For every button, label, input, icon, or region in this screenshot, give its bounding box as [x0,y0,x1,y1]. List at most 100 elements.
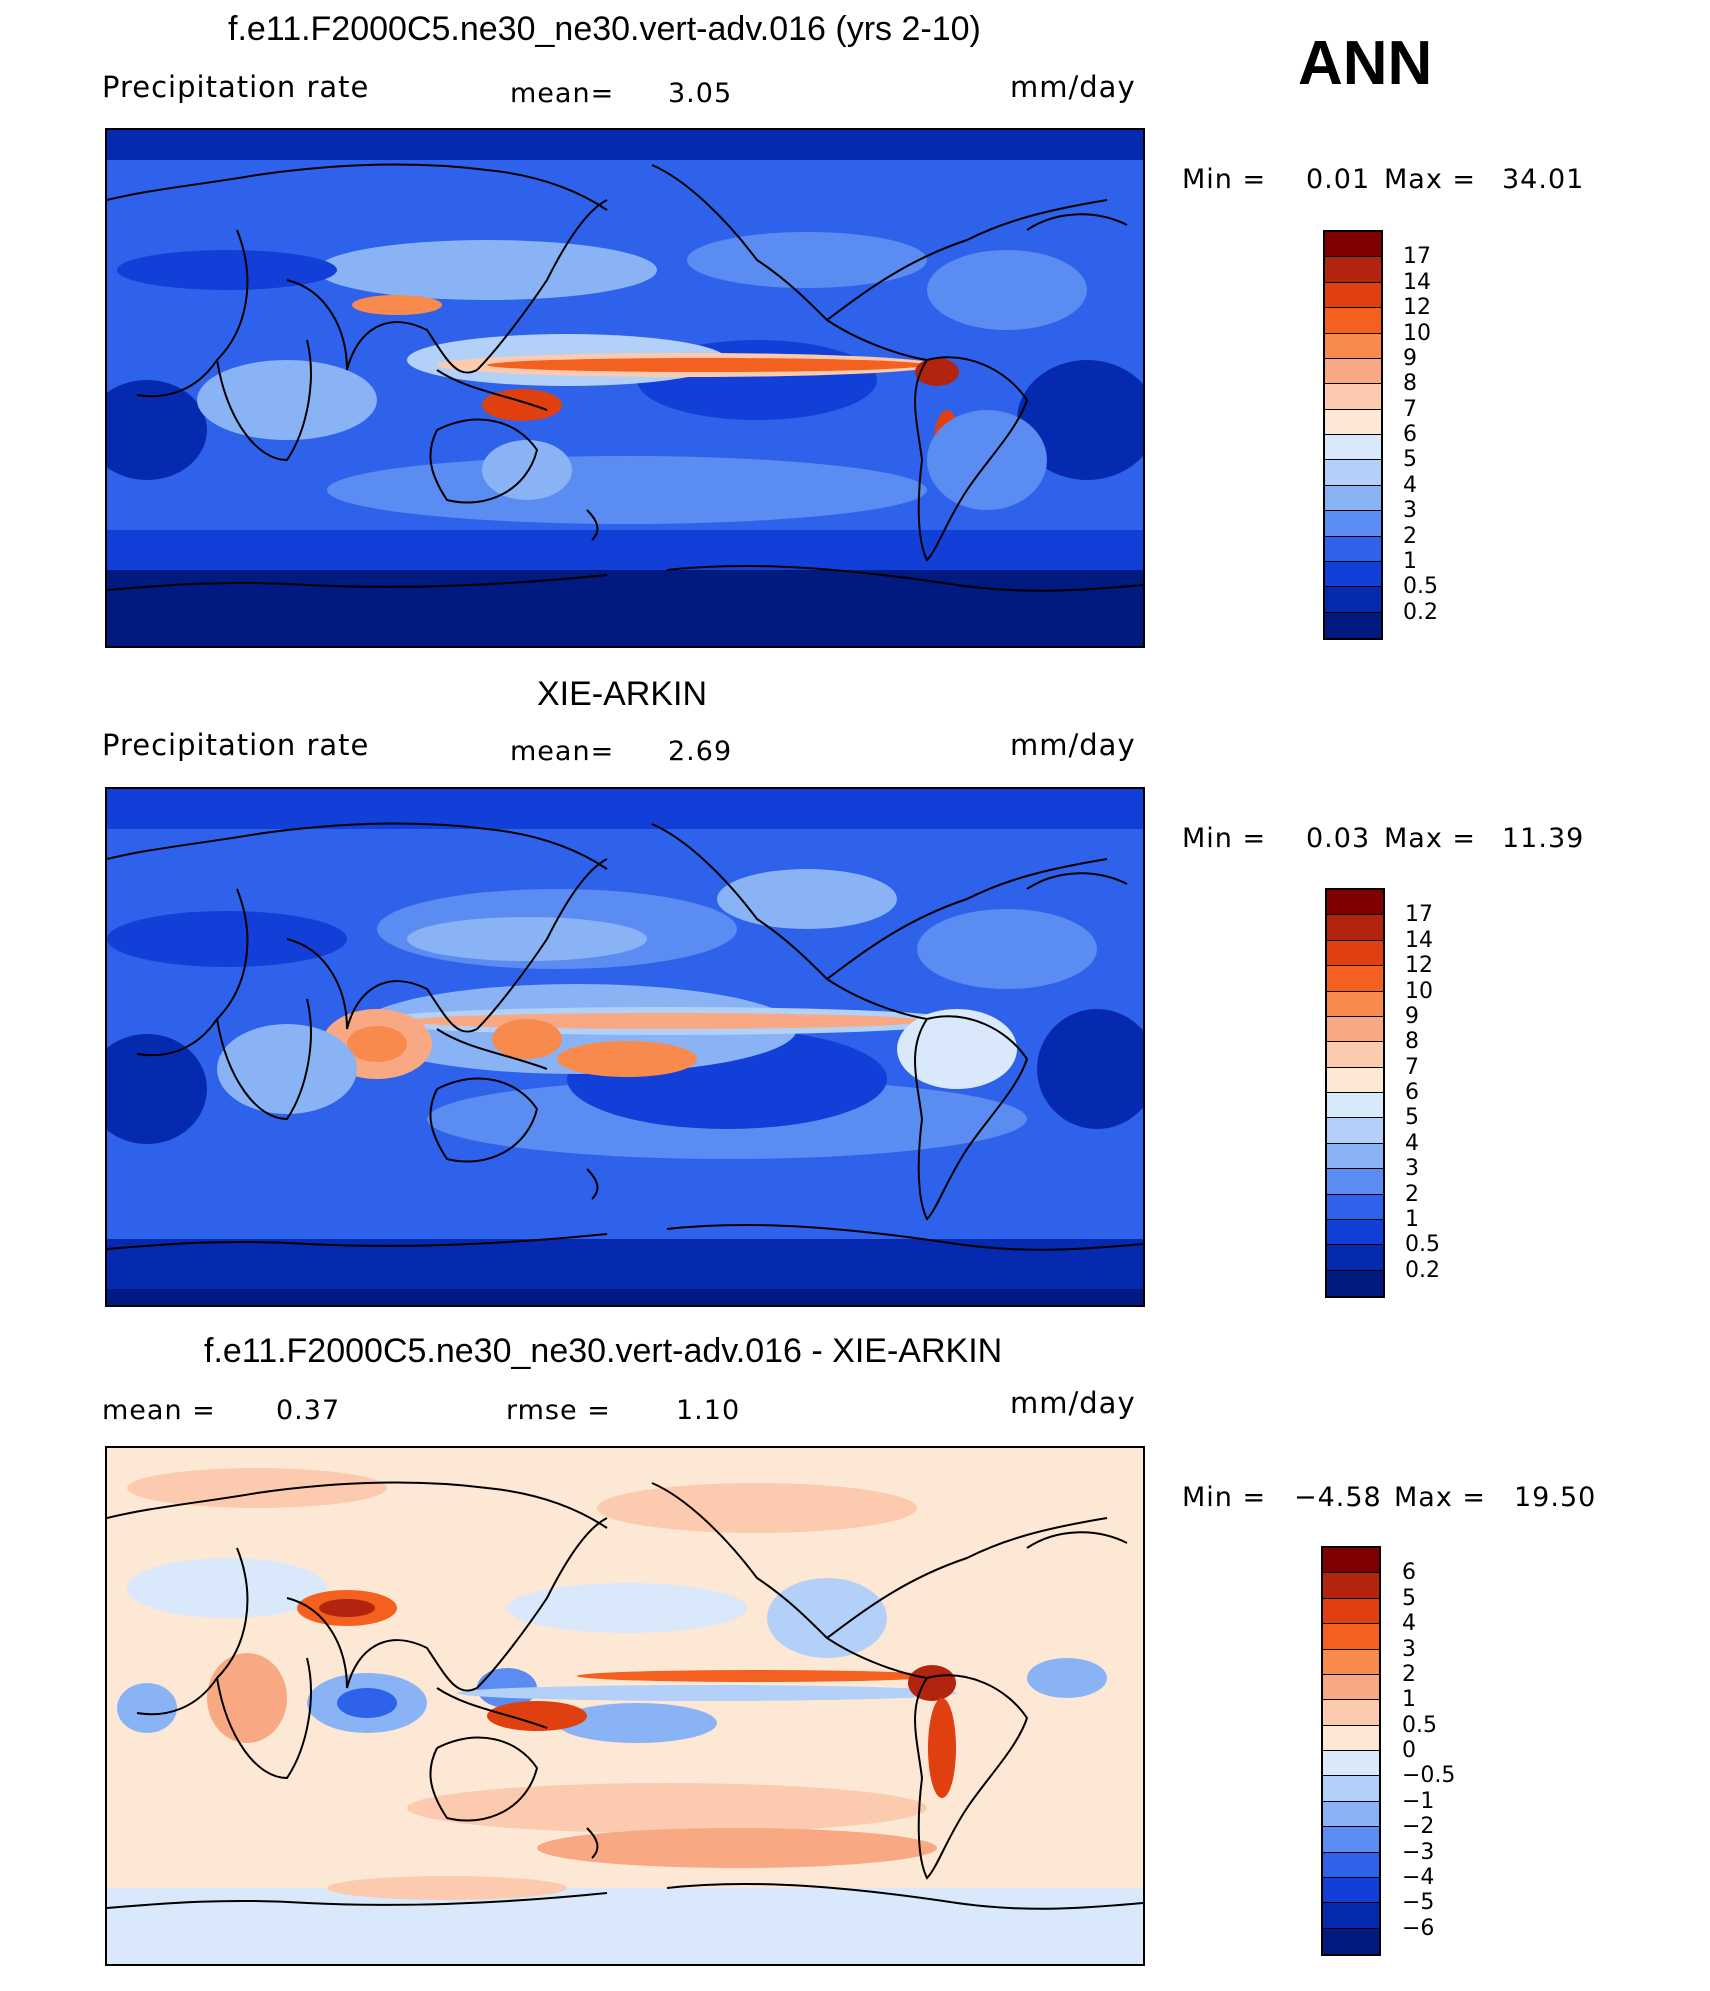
max-value: 19.50 [1514,1482,1597,1513]
colorbar-tick-label: 0 [1402,1738,1416,1763]
colorbar-tick-label: 6 [1402,1560,1416,1586]
colorbar-swatch [1323,1573,1379,1599]
colorbar-tick-label: 0.2 [1403,599,1438,625]
colorbar-swatch [1327,915,1383,941]
colorbar-tick-label: 5 [1402,1585,1416,1611]
colorbar-swatch [1323,1725,1379,1751]
colorbar-tick-label: −1 [1402,1788,1435,1814]
colorbar-tick-label: 0.5 [1402,1712,1437,1738]
variable-label: Precipitation rate [102,70,370,104]
panel-title: f.e11.F2000C5.ne30_ne30.vert-adv.016 - X… [204,1332,1003,1370]
mean-value: 3.05 [668,78,733,109]
colorbar-swatch [1327,1067,1383,1093]
max-label: Max = [1394,1482,1487,1513]
colorbar-tick-label: 3 [1403,498,1417,524]
colorbar-tick-label: 6 [1403,422,1417,447]
difference-map [105,1446,1145,1966]
colorbar-swatch [1323,1548,1379,1574]
mean-value: 0.37 [276,1395,341,1426]
colorbar-swatch [1327,1042,1383,1068]
colorbar-swatch [1327,1093,1383,1119]
colorbar-tick-label: 1 [1403,548,1417,574]
colorbar-swatch [1323,1928,1379,1954]
map-svg [107,789,1143,1305]
panel-title: XIE-ARKIN [537,675,708,713]
colorbar-swatch [1327,940,1383,967]
colorbar-tick-label: −2 [1402,1814,1435,1840]
map-svg [107,130,1143,646]
colorbar-swatch [1327,890,1383,916]
mean-label: mean = [102,1395,216,1426]
colorbar-tick-label: 14 [1405,927,1433,953]
season-label: ANN [1298,29,1433,98]
colorbar-tick-label: 14 [1403,269,1431,295]
min-value: 0.01 [1306,164,1371,195]
max-label: Max = [1384,164,1477,195]
colorbar-tick-label: 0.2 [1405,1257,1440,1283]
colorbar-swatch [1327,1270,1383,1296]
colorbar-swatch [1325,257,1381,283]
colorbar-tick-label: 2 [1405,1181,1419,1207]
colorbar-swatch [1325,612,1381,638]
colorbar-tick-label: 6 [1405,1080,1419,1105]
precipitation-map [105,128,1145,648]
colorbar-tick-label: −4 [1402,1864,1435,1890]
colorbar-tick-label: 1 [1402,1687,1416,1713]
colorbar-swatch [1327,966,1383,992]
colorbar-tick-label: 3 [1402,1636,1416,1662]
colorbar-tick-label: 5 [1405,1105,1419,1131]
colorbar-swatch [1325,435,1381,461]
colorbar-swatch [1327,1143,1383,1170]
colorbar-tick-label: 0.5 [1403,574,1438,600]
colorbar-tick-label: 7 [1403,396,1417,422]
min-value: −4.58 [1294,1482,1382,1513]
colorbar-swatch [1323,1598,1379,1625]
mean-label: mean= [510,78,615,109]
colorbar-tick-label: 17 [1403,244,1431,270]
variable-label: Precipitation rate [102,728,370,762]
colorbar-tick-label: 3 [1405,1156,1419,1182]
colorbar-tick-label: 12 [1405,953,1433,979]
colorbar-swatch [1325,232,1381,258]
max-value: 11.39 [1502,823,1585,854]
colorbar-swatch [1327,1245,1383,1271]
colorbar-swatch [1327,1219,1383,1246]
mean-value: 2.69 [668,736,733,767]
rmse-value: 1.10 [676,1395,741,1426]
min-label: Min = [1182,1482,1267,1513]
colorbar-swatch [1325,282,1381,309]
colorbar-tick-label: 9 [1405,1003,1419,1029]
colorbar-tick-label: 12 [1403,295,1431,321]
units-label: mm/day [1010,1386,1136,1420]
colorbar-swatch [1325,511,1381,537]
mean-label: mean= [510,736,615,767]
colorbar-swatch [1323,1776,1379,1802]
colorbar-swatch [1323,1827,1379,1853]
map-svg [107,1448,1143,1964]
colorbar-tick-label: 4 [1403,472,1417,498]
min-label: Min = [1182,164,1267,195]
colorbar-tick-label: 5 [1403,447,1417,473]
colorbar-tick-label: 2 [1403,523,1417,549]
colorbar-swatch [1327,1169,1383,1195]
colorbar-swatch [1325,485,1381,512]
colorbar-swatch [1323,1674,1379,1701]
units-label: mm/day [1010,70,1136,104]
units-label: mm/day [1010,728,1136,762]
colorbar-swatch [1325,409,1381,435]
colorbar-tick-label: −0.5 [1402,1763,1456,1789]
colorbar-swatch [1323,1801,1379,1828]
colorbar-tick-label: −5 [1402,1890,1435,1916]
colorbar-tick-label: 0.5 [1405,1232,1440,1258]
colorbar-swatch [1325,460,1381,486]
max-value: 34.01 [1502,164,1585,195]
colorbar [1321,1546,1381,1956]
colorbar-swatch [1323,1649,1379,1675]
colorbar-swatch [1325,587,1381,613]
colorbar-tick-label: −3 [1402,1839,1435,1865]
rmse-label: rmse = [506,1395,611,1426]
colorbar-swatch [1323,1903,1379,1929]
colorbar-swatch [1323,1700,1379,1726]
colorbar-swatch [1323,1852,1379,1878]
colorbar-swatch [1327,991,1383,1017]
